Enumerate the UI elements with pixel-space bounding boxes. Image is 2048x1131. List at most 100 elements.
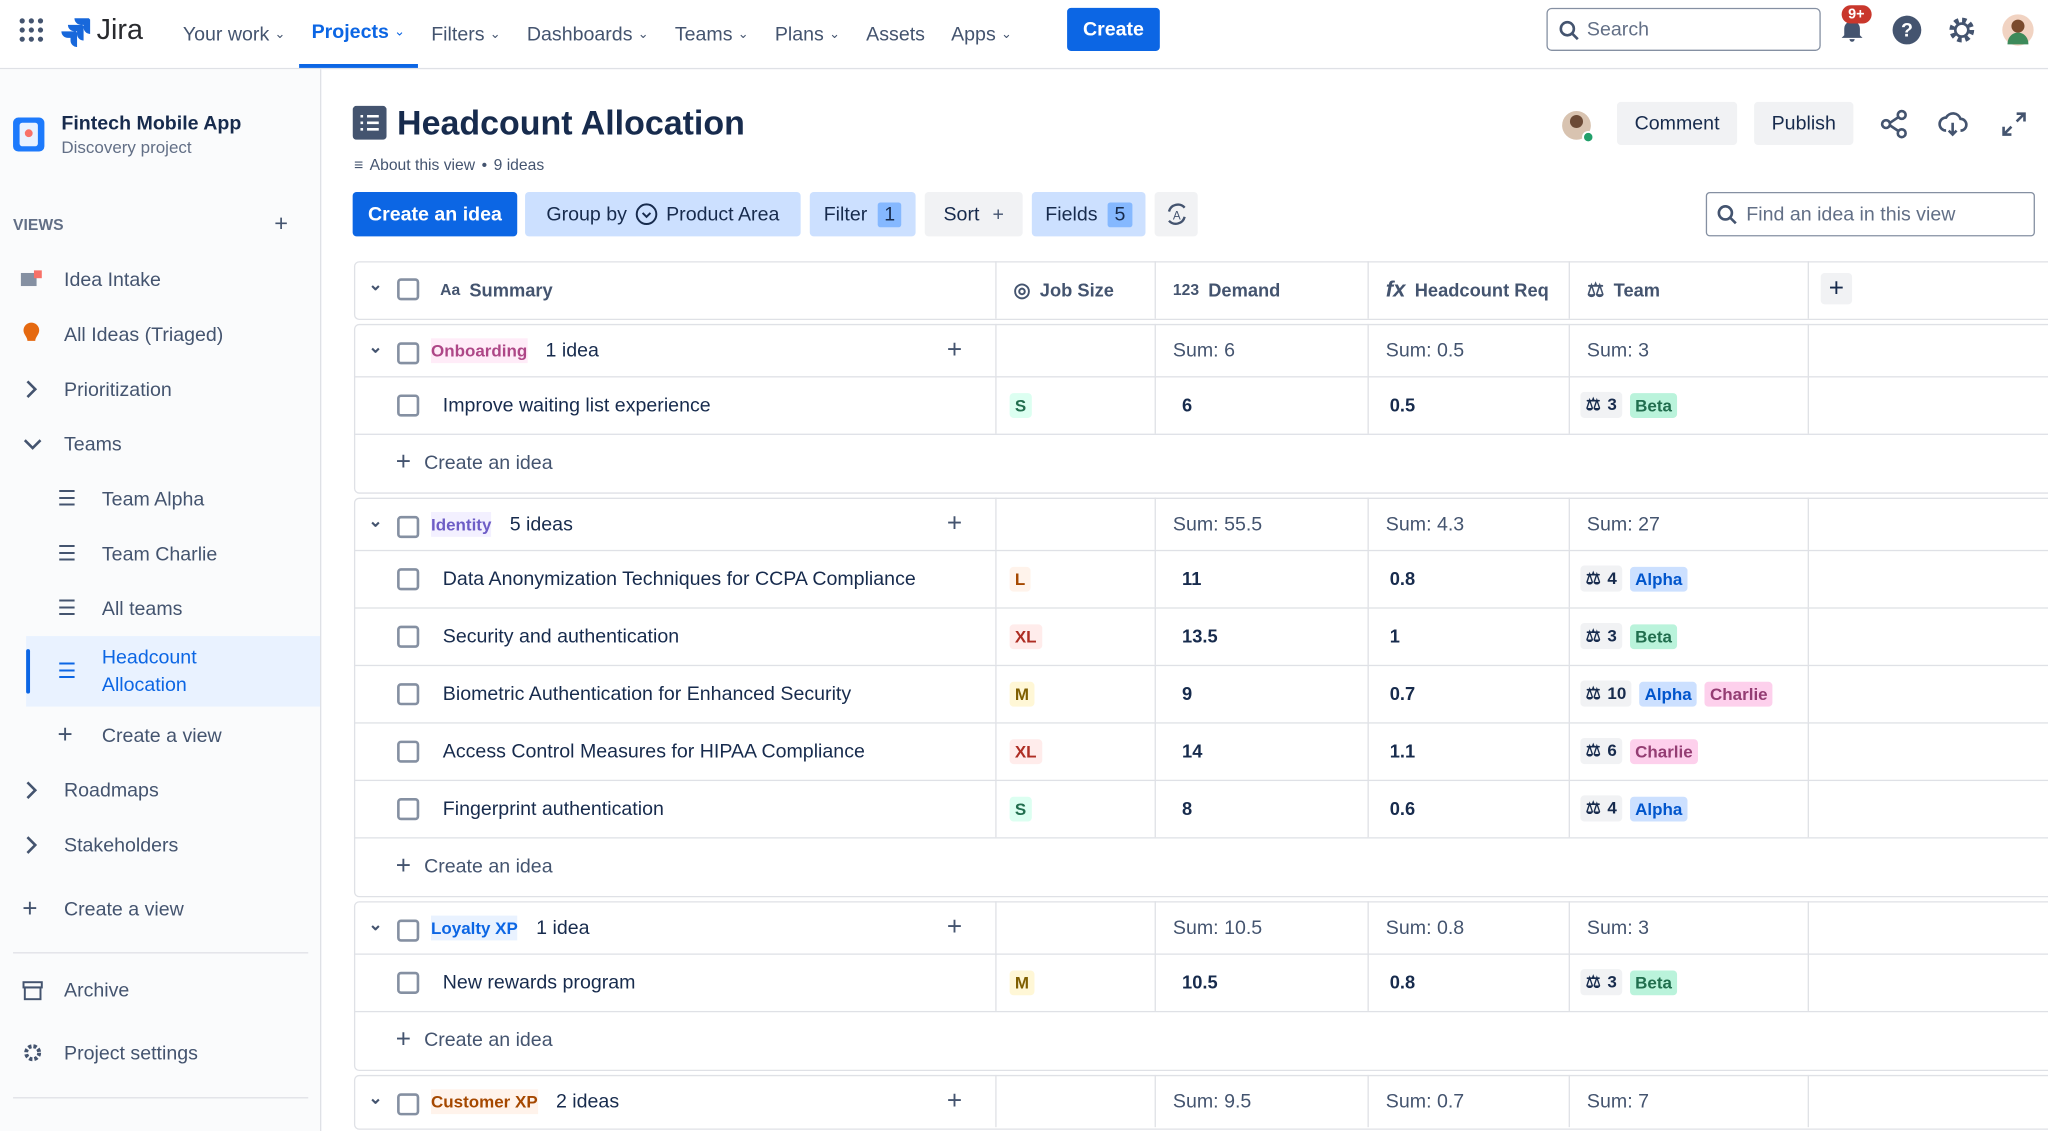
nav-item[interactable]: Apps ⌄ <box>938 0 1025 68</box>
archive-icon <box>22 981 43 1001</box>
nav-item[interactable]: Dashboards ⌄ <box>514 0 662 68</box>
about-link[interactable]: About this view <box>369 155 476 174</box>
notifications[interactable] <box>1836 16 1867 47</box>
divider <box>13 1097 309 1099</box>
sidebar-item[interactable]: Roadmaps <box>0 763 320 818</box>
sidebar-item[interactable]: Teams <box>0 417 320 472</box>
svg-text:A: A <box>1172 209 1180 222</box>
group-by-button[interactable]: Group by Product Area <box>525 191 801 237</box>
nav-item[interactable]: Projects ⌄ <box>298 0 419 68</box>
add-view[interactable]: + <box>274 210 289 237</box>
view-icon <box>352 105 387 140</box>
project-name[interactable]: Fintech Mobile App <box>61 112 242 135</box>
sidebar-item[interactable]: Idea Intake <box>0 252 320 307</box>
sidebar-item[interactable]: + Create a view <box>0 708 320 763</box>
product-name[interactable]: Jira <box>96 13 143 46</box>
chevron: ⌄ <box>274 26 286 42</box>
svg-text:?: ? <box>1901 20 1913 42</box>
sidebar-item[interactable]: Archive <box>0 963 320 1018</box>
field-icon <box>635 203 658 225</box>
idea-summary: Data Anonymization Techniques for CCPA C… <box>442 567 916 590</box>
nav-item[interactable]: Your work ⌄ <box>170 0 299 68</box>
label: Apps <box>951 22 996 46</box>
export-icon[interactable] <box>1937 108 1968 139</box>
filter-button[interactable]: Filter 1 <box>809 191 916 237</box>
value: Product Area <box>666 203 780 226</box>
label: Projects <box>311 20 389 44</box>
label: Assets <box>866 22 925 46</box>
project-type: Discovery project <box>61 137 192 157</box>
collaborator-avatar <box>1562 111 1595 144</box>
label: All teams <box>101 597 183 620</box>
nav-item[interactable]: Filters ⌄ <box>418 0 514 68</box>
label: Archive <box>63 978 130 1002</box>
plus-icon: + <box>57 720 73 750</box>
apps-icon[interactable] <box>18 17 44 43</box>
label: Plans <box>774 22 824 46</box>
label: Prioritization <box>63 378 172 401</box>
help-icon[interactable]: ? <box>1891 14 1922 45</box>
label: Your work <box>182 22 270 46</box>
sidebar-item[interactable]: ☰ All teams <box>0 581 320 636</box>
chevron <box>26 836 38 854</box>
search-icon <box>1717 205 1737 225</box>
about-icon: ≡ <box>353 155 364 174</box>
share-icon[interactable] <box>1878 108 1909 139</box>
nav-item[interactable]: Plans ⌄ <box>762 0 853 68</box>
icon <box>20 270 42 287</box>
fullscreen-icon[interactable] <box>1998 108 2029 139</box>
label: Teams <box>674 22 733 46</box>
create-idea-button[interactable]: Create an idea <box>352 191 518 237</box>
plus-icon: + <box>22 894 38 923</box>
search-placeholder: Search <box>1586 18 1650 41</box>
comment-button[interactable]: Comment <box>1616 101 1738 145</box>
idea-summary: New rewards program <box>442 971 636 994</box>
label: Stakeholders <box>63 833 179 857</box>
view-search[interactable]: Find an idea in this view <box>1705 191 2035 237</box>
label: Team Alpha <box>101 487 205 511</box>
label: All Ideas (Triaged) <box>63 323 224 346</box>
label: Project settings <box>63 1041 198 1064</box>
sidebar-item[interactable]: ☰ Team Alpha <box>0 472 320 527</box>
idea-count: 9 ideas <box>493 155 545 174</box>
label: Filter <box>823 203 868 226</box>
chevron: ⌄ <box>737 26 749 42</box>
chevron: ⌄ <box>637 26 649 42</box>
sidebar-item[interactable]: Project settings <box>0 1025 320 1080</box>
idea-summary: Access Control Measures for HIPAA Compli… <box>442 739 865 763</box>
jira-logo[interactable] <box>60 16 91 48</box>
sidebar-item[interactable]: ☰ Team Charlie <box>0 526 320 581</box>
nav-item[interactable]: Teams ⌄ <box>662 0 762 68</box>
icon: A <box>1167 203 1186 225</box>
divider <box>13 952 309 954</box>
sidebar-item[interactable]: Prioritization <box>0 362 320 417</box>
settings-icon <box>24 1044 42 1062</box>
publish-button[interactable]: Publish <box>1754 101 1854 145</box>
label: Group by <box>546 203 627 226</box>
sidebar-item[interactable]: All Ideas (Triaged) <box>0 307 320 362</box>
sort-button[interactable]: Sort + <box>924 191 1023 237</box>
nav-item[interactable]: Assets <box>853 0 938 68</box>
fields-button[interactable]: Fields 5 <box>1031 191 1146 237</box>
search-box[interactable]: Search <box>1546 7 1821 51</box>
sidebar-item[interactable]: ☰ Headcount Allocation <box>26 636 320 707</box>
idea-summary: Improve waiting list experience <box>442 393 711 416</box>
list-icon: ☰ <box>57 660 77 684</box>
label: Team Charlie <box>101 542 218 565</box>
create-button[interactable]: Create <box>1067 7 1160 51</box>
sidebar-item[interactable]: + Create a view <box>0 882 320 937</box>
label: Create a view <box>63 897 184 921</box>
settings-icon[interactable] <box>1946 14 1977 45</box>
icon <box>23 322 40 341</box>
top-nav: Jira Your work ⌄ Projects ⌄ Filters ⌄ Dashboar… <box>0 0 2048 70</box>
avatar[interactable] <box>2001 13 2035 47</box>
view-title: Headcount Allocation <box>397 103 745 143</box>
plus-icon: + <box>992 203 1004 226</box>
autosort-button[interactable]: A <box>1154 191 1198 237</box>
chevron <box>23 439 42 450</box>
list-icon: ☰ <box>57 488 77 511</box>
label: Teams <box>63 432 122 456</box>
sidebar-item[interactable]: Stakeholders <box>0 818 320 873</box>
